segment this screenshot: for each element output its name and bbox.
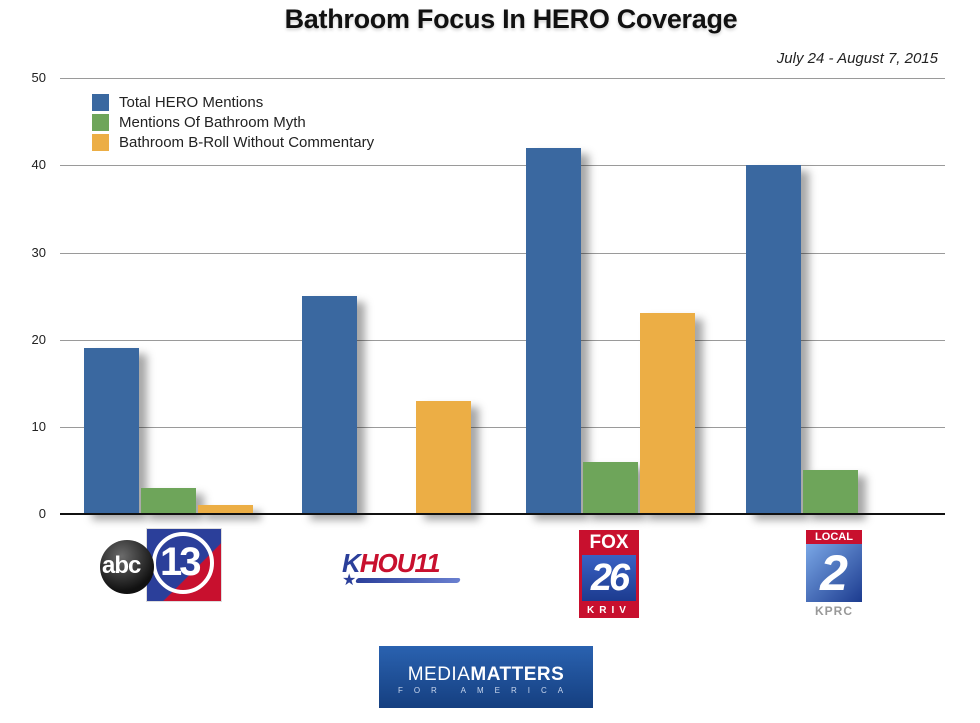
gridline-10	[60, 427, 945, 428]
abc13-logo: 13 abc	[100, 528, 222, 602]
y-tick-40: 40	[31, 157, 46, 172]
y-tick-0: 0	[38, 506, 46, 521]
star-icon: ★	[342, 572, 357, 589]
bar-fox-26-kriv-series-0	[526, 147, 581, 514]
bar-abc13-series-2	[198, 505, 253, 514]
bar-khou-11-series-0	[302, 296, 357, 514]
kprc-logo: LOCAL 2 KPRC	[806, 530, 862, 620]
bar-fox-26-kriv-series-2	[640, 313, 695, 514]
legend-label: Total HERO Mentions	[119, 93, 264, 111]
bar-local-2-kprc-series-0	[746, 165, 801, 514]
gridline-20	[60, 340, 945, 341]
legend-swatch-blue	[92, 93, 109, 111]
y-tick-50: 50	[31, 70, 46, 85]
bar-fox-26-kriv-series-1	[583, 461, 638, 514]
y-tick-20: 20	[31, 332, 46, 347]
y-tick-10: 10	[31, 419, 46, 434]
legend-item-broll: Bathroom B-Roll Without Commentary	[92, 132, 374, 152]
bar-local-2-kprc-series-1	[803, 470, 858, 514]
legend-item-myth: Mentions Of Bathroom Myth	[92, 112, 374, 132]
y-tick-30: 30	[31, 245, 46, 260]
bar-khou-11-series-2	[416, 400, 471, 514]
legend-swatch-orange	[92, 133, 109, 151]
chart-title: Bathroom Focus In HERO Coverage	[284, 4, 738, 34]
bar-abc13-series-0	[84, 348, 139, 514]
abc-ball-icon	[100, 540, 154, 594]
gridline-50	[60, 78, 945, 79]
bar-abc13-series-1	[141, 487, 196, 514]
legend-item-total: Total HERO Mentions	[92, 92, 374, 112]
legend-label: Mentions Of Bathroom Myth	[119, 113, 306, 131]
gridline-40	[60, 165, 945, 166]
fox26-logo: FOX 26 KRIV	[579, 530, 639, 618]
legend: Total HERO Mentions Mentions Of Bathroom…	[92, 92, 374, 152]
date-range: July 24 - August 7, 2015	[776, 50, 938, 67]
legend-swatch-green	[92, 113, 109, 131]
gridline-30	[60, 253, 945, 254]
x-axis-baseline	[60, 513, 945, 515]
khou11-logo: KHOU11 ★	[342, 546, 462, 589]
legend-label: Bathroom B-Roll Without Commentary	[119, 133, 375, 151]
swoosh-icon	[355, 578, 461, 583]
media-matters-logo: MEDIAMATTERS FOR AMERICA	[379, 646, 593, 708]
